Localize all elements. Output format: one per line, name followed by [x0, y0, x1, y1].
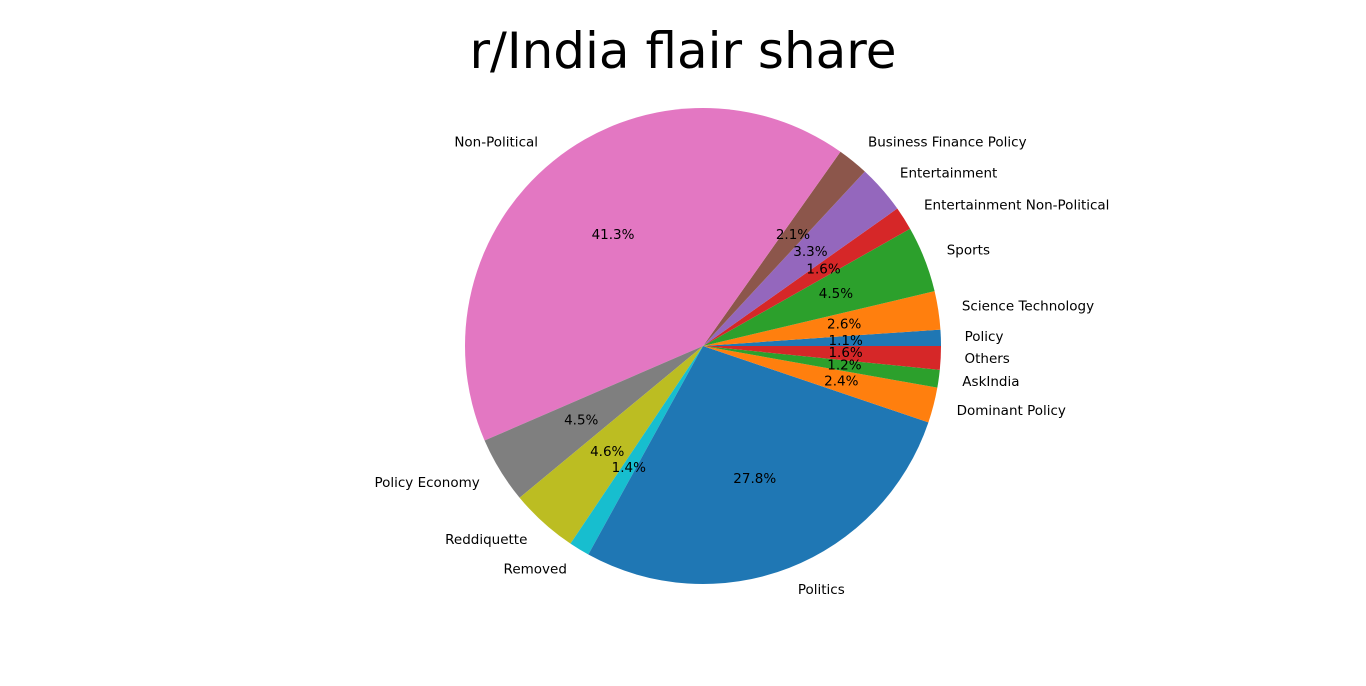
- slice-label-policy: Policy: [965, 329, 1004, 345]
- pie-slice-science-technology: [703, 291, 941, 346]
- slice-label-non-political: Non-Political: [454, 135, 538, 151]
- slice-percent-reddiquette: 4.6%: [590, 444, 624, 460]
- pie-slice-others: [703, 346, 941, 370]
- slice-label-sports: Sports: [947, 242, 990, 258]
- slice-percent-others: 1.6%: [828, 345, 862, 361]
- slice-percent-business-finance-policy: 2.1%: [776, 227, 810, 243]
- slice-percent-sports: 4.5%: [819, 286, 853, 302]
- pie-slice-policy: [703, 329, 941, 346]
- slice-label-politics: Politics: [798, 582, 845, 598]
- slice-percent-entertainment: 3.3%: [793, 244, 827, 260]
- slice-label-reddiquette: Reddiquette: [445, 532, 527, 548]
- slice-label-askindia: AskIndia: [962, 374, 1019, 390]
- slice-percent-politics: 27.8%: [733, 471, 776, 487]
- slice-percent-non-political: 41.3%: [592, 227, 635, 243]
- slice-labels: Policy 1.1% Science Technology 2.6% Sports 4.…: [374, 135, 1109, 598]
- slice-label-business-finance-policy: Business Finance Policy: [868, 135, 1027, 151]
- slice-label-entertainment-non-political: Entertainment Non-Political: [924, 198, 1109, 214]
- slice-label-dominant-policy: Dominant Policy: [957, 403, 1066, 419]
- pie-slice-politics: [588, 346, 929, 584]
- slice-percent-removed: 1.4%: [612, 460, 646, 476]
- slice-percent-policy-economy: 4.5%: [564, 413, 598, 429]
- pie-slice-reddiquette: [519, 346, 703, 544]
- pie-slice-entertainment: [703, 171, 898, 346]
- pie-slice-entertainment-non-political: [703, 208, 911, 346]
- slice-percent-policy: 1.1%: [829, 333, 863, 349]
- pie-slice-removed: [570, 346, 703, 555]
- pie-slice-business-finance-policy: [703, 151, 865, 346]
- slice-percent-entertainment-non-political: 1.6%: [806, 261, 840, 277]
- slice-percent-askindia: 1.2%: [827, 358, 861, 374]
- pie-slice-sports: [703, 228, 935, 346]
- slice-label-science-technology: Science Technology: [962, 299, 1094, 315]
- slice-label-others: Others: [964, 351, 1009, 367]
- pie-slice-policy-economy: [484, 346, 703, 498]
- pie-slice-non-political: [465, 108, 841, 441]
- slice-percent-science-technology: 2.6%: [827, 317, 861, 333]
- slice-label-policy-economy: Policy Economy: [374, 475, 479, 491]
- slice-percent-dominant-policy: 2.4%: [824, 374, 858, 390]
- chart-title: r/India flair share: [469, 22, 897, 80]
- slice-label-removed: Removed: [504, 562, 567, 578]
- slice-label-entertainment: Entertainment: [900, 165, 997, 181]
- pie-slice-dominant-policy: [703, 346, 938, 423]
- pie-slice-askindia: [703, 346, 940, 388]
